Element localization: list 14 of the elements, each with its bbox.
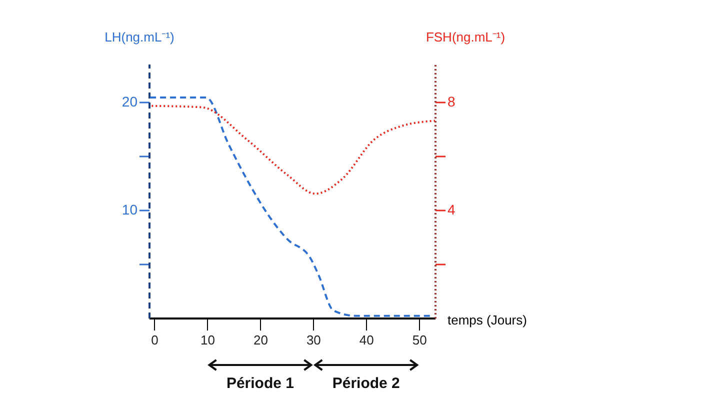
y2-tick-label: 8 [448,93,456,110]
x-axis-title: temps (Jours) [448,312,527,328]
y2-axis-title: FSH(ng.mL⁻¹) [426,30,506,44]
x-tick-label: 50 [412,332,427,348]
x-tick-label: 20 [253,332,268,348]
text: Période 1 [226,375,294,392]
y-axis-title: LH(ng.mL⁻¹) [104,30,174,44]
x-tick-label: 10 [200,332,215,348]
x-tick-label: 30 [306,332,321,348]
y2-tick-label: 4 [448,201,456,218]
x-tick-label: 40 [359,332,374,348]
text: Période 2 [332,375,400,392]
x-tick-label: 0 [151,332,158,348]
line-series [150,104,436,195]
